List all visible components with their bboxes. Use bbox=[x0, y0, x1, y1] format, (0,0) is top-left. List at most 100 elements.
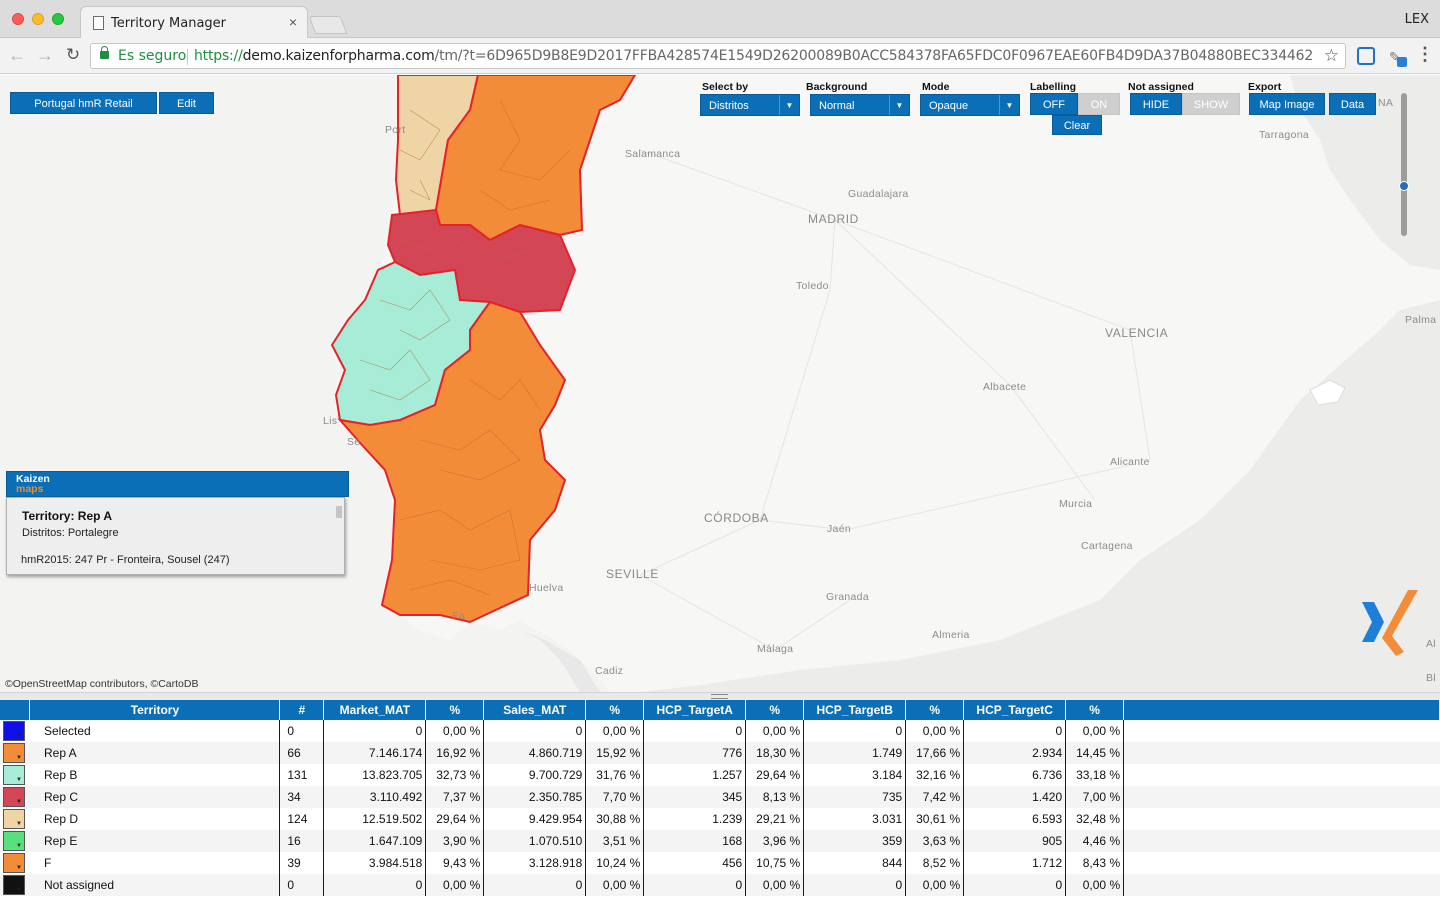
table-row[interactable]: ▼ Rep E 16 1.647.109 3,90 % 1.070.510 3,51 % 16… bbox=[0, 830, 1440, 852]
profile-name[interactable]: LEX bbox=[1404, 12, 1429, 27]
column-header[interactable]: HCP_TargetB bbox=[803, 700, 907, 720]
color-swatch[interactable]: ▼ bbox=[3, 875, 25, 895]
extension-icon[interactable] bbox=[1357, 47, 1375, 65]
edit-button[interactable]: Edit bbox=[159, 92, 214, 114]
export-data-button[interactable]: Data bbox=[1329, 93, 1376, 115]
url-text[interactable]: https://demo.kaizenforpharma.com/tm/?t=6… bbox=[194, 48, 1314, 64]
column-header[interactable]: HCP_TargetC bbox=[963, 700, 1067, 720]
row-filler bbox=[1124, 720, 1440, 742]
column-header[interactable]: % bbox=[425, 700, 485, 720]
city-label: VALENCIA bbox=[1105, 326, 1169, 340]
info-detail: hmR2015: 247 Pr - Fronteira, Sousel (247… bbox=[21, 554, 230, 566]
hcp-target-a-cell: 0 bbox=[643, 874, 747, 896]
territory-name-cell: Rep B bbox=[29, 764, 281, 786]
url-separator bbox=[187, 49, 188, 65]
color-swatch[interactable]: ▼ bbox=[3, 743, 25, 763]
color-swatch-cell[interactable]: ▼ bbox=[0, 808, 30, 830]
table-row[interactable]: ▼ Rep B 131 13.823.705 32,73 % 9.700.729 31,76… bbox=[0, 764, 1440, 786]
territory-name-cell: Rep E bbox=[29, 830, 281, 852]
not-assigned-show-toggle[interactable]: SHOW bbox=[1182, 93, 1240, 115]
window-close-button[interactable] bbox=[12, 13, 24, 25]
sales-pct-cell: 7,70 % bbox=[585, 786, 645, 808]
back-arrow-icon[interactable]: ← bbox=[8, 45, 26, 65]
tab-close-icon[interactable]: × bbox=[288, 14, 297, 30]
color-swatch-cell[interactable]: ▼ bbox=[0, 830, 30, 852]
map-basemap bbox=[330, 75, 1440, 692]
panel-splitter[interactable] bbox=[0, 692, 1440, 700]
window-maximize-button[interactable] bbox=[52, 13, 64, 25]
table-row[interactable]: ▼ Not assigned 0 0 0,00 % 0 0,00 % 0 0,00 % 0 0,00… bbox=[0, 874, 1440, 896]
color-swatch[interactable]: ▼ bbox=[3, 721, 25, 741]
star-icon[interactable]: ☆ bbox=[1323, 46, 1339, 65]
new-tab-button[interactable] bbox=[308, 16, 348, 34]
column-header[interactable]: Market_MAT bbox=[323, 700, 427, 720]
column-header[interactable]: % bbox=[1065, 700, 1125, 720]
export-map-image-button[interactable]: Map Image bbox=[1249, 93, 1325, 115]
hcp-target-b-cell: 3.031 bbox=[803, 808, 907, 830]
clear-button[interactable]: Clear bbox=[1052, 115, 1102, 135]
table-row[interactable]: ▼ Rep C 34 3.110.492 7,37 % 2.350.785 7,70 % 34… bbox=[0, 786, 1440, 808]
count-cell: 16 bbox=[279, 830, 325, 852]
url-host: demo.kaizenforpharma.com bbox=[242, 48, 435, 64]
color-swatch-cell[interactable]: ▼ bbox=[0, 874, 30, 896]
mode-dropdown[interactable]: Opaque ▼ bbox=[920, 94, 1020, 116]
color-swatch[interactable]: ▼ bbox=[3, 831, 25, 851]
column-header[interactable]: Territory bbox=[29, 700, 281, 720]
column-header[interactable]: # bbox=[279, 700, 325, 720]
extension-icon[interactable]: ✎ bbox=[1387, 47, 1407, 67]
select-by-dropdown[interactable]: Distritos ▼ bbox=[700, 94, 800, 116]
column-header[interactable]: % bbox=[745, 700, 805, 720]
target-c-pct-cell: 0,00 % bbox=[1065, 720, 1125, 742]
forward-arrow-icon[interactable]: → bbox=[36, 45, 54, 65]
territory-name-cell: Rep A bbox=[29, 742, 281, 764]
labelling-off-toggle[interactable]: OFF bbox=[1030, 93, 1078, 115]
hcp-target-c-cell: 6.736 bbox=[963, 764, 1067, 786]
table-row[interactable]: ▼ F 39 3.984.518 9,43 % 3.128.918 10,24 % 456 10… bbox=[0, 852, 1440, 874]
color-swatch[interactable]: ▼ bbox=[3, 765, 25, 785]
target-b-pct-cell: 30,61 % bbox=[905, 808, 965, 830]
address-bar[interactable]: Es seguro https://demo.kaizenforpharma.c… bbox=[90, 43, 1346, 69]
table-row[interactable]: ▼ Rep A 66 7.146.174 16,92 % 4.860.719 15,92 %… bbox=[0, 742, 1440, 764]
background-dropdown[interactable]: Normal ▼ bbox=[810, 94, 910, 116]
menu-icon[interactable]: ⋮ bbox=[1416, 44, 1434, 64]
territory-layer[interactable] bbox=[330, 75, 637, 624]
color-swatch[interactable]: ▼ bbox=[3, 787, 25, 807]
color-swatch[interactable]: ▼ bbox=[3, 809, 25, 829]
territory-name-cell: Rep D bbox=[29, 808, 281, 830]
table-row[interactable]: ▼ Selected 0 0 0,00 % 0 0,00 % 0 0,00 % 0 0,00 % 0 0… bbox=[0, 720, 1440, 742]
column-header[interactable]: % bbox=[585, 700, 645, 720]
browser-tab[interactable]: Territory Manager × bbox=[80, 6, 308, 39]
zoom-slider[interactable] bbox=[1399, 93, 1409, 236]
info-panel-header[interactable]: Kaizen maps bbox=[6, 471, 349, 497]
not-assigned-hide-toggle[interactable]: HIDE bbox=[1130, 93, 1182, 115]
color-swatch-cell[interactable]: ▼ bbox=[0, 852, 30, 874]
city-label: NA bbox=[1378, 97, 1394, 109]
territory-set-button[interactable]: Portugal hmR Retail bbox=[10, 92, 157, 114]
mode-label: Mode bbox=[922, 81, 950, 93]
splitter-grip-icon[interactable] bbox=[711, 694, 728, 699]
target-a-pct-cell: 18,30 % bbox=[745, 742, 805, 764]
market-mat-cell: 12.519.502 bbox=[323, 808, 427, 830]
sea-strait bbox=[520, 630, 600, 692]
map-canvas[interactable]: Salamanca Guadalajara MADRID Toledo VALE… bbox=[0, 75, 1440, 692]
count-cell: 0 bbox=[279, 720, 325, 742]
labelling-on-toggle[interactable]: ON bbox=[1078, 93, 1120, 115]
column-header[interactable]: % bbox=[905, 700, 965, 720]
select-by-value: Distritos bbox=[709, 100, 749, 112]
tab-title: Territory Manager bbox=[111, 16, 227, 31]
column-header[interactable]: HCP_TargetA bbox=[643, 700, 747, 720]
table-row[interactable]: ▼ Rep D 124 12.519.502 29,64 % 9.429.954 30,88… bbox=[0, 808, 1440, 830]
sales-mat-cell: 2.350.785 bbox=[483, 786, 587, 808]
color-swatch-cell[interactable]: ▼ bbox=[0, 786, 30, 808]
color-swatch-cell[interactable]: ▼ bbox=[0, 720, 30, 742]
city-label: Salamanca bbox=[625, 148, 681, 160]
color-swatch-cell[interactable]: ▼ bbox=[0, 742, 30, 764]
window-minimize-button[interactable] bbox=[32, 13, 44, 25]
zoom-slider-handle[interactable] bbox=[1399, 181, 1409, 191]
column-header[interactable]: Sales_MAT bbox=[483, 700, 587, 720]
info-panel-scrollbar[interactable] bbox=[336, 506, 342, 518]
color-swatch-cell[interactable]: ▼ bbox=[0, 764, 30, 786]
sales-pct-cell: 0,00 % bbox=[585, 720, 645, 742]
color-swatch[interactable]: ▼ bbox=[3, 853, 25, 873]
reload-icon[interactable]: ↻ bbox=[65, 45, 81, 64]
